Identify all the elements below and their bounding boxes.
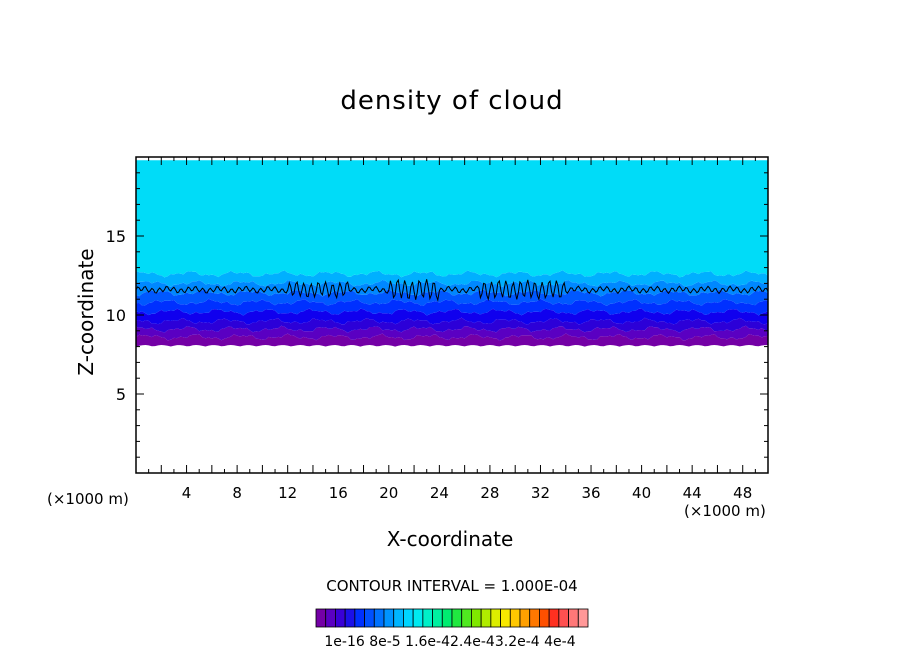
- x-tick-label: 32: [531, 484, 550, 502]
- colorbar-swatch: [383, 608, 395, 628]
- x-tick-label: 24: [430, 484, 449, 502]
- density-layer: [136, 308, 768, 325]
- colorbar-swatch: [412, 608, 424, 628]
- colorbar-swatch: [558, 608, 569, 628]
- colorbar-swatch: [490, 608, 501, 628]
- density-layer: [136, 279, 768, 297]
- colorbar-swatch: [509, 608, 521, 628]
- y-tick-label: 10: [106, 306, 126, 325]
- colorbar-swatch: [529, 608, 540, 628]
- colorbar-swatch: [480, 608, 492, 628]
- contour-interval-label: CONTOUR INTERVAL = 1.000E-04: [326, 577, 578, 595]
- colorbar-swatch: [471, 608, 482, 628]
- colorbar-swatch: [568, 608, 579, 628]
- x-tick-label: 36: [581, 484, 600, 502]
- y-axis-label: Z-coordinate: [74, 248, 98, 376]
- x-unit-label: (×1000 m): [684, 502, 766, 520]
- x-axis-ticks: 4 8 12 16 20 24 28 32 36 40 44 48: [135, 157, 769, 502]
- x-tick-label: 44: [683, 484, 702, 502]
- contour-line: [136, 278, 768, 302]
- x-tick-label: 16: [329, 484, 348, 502]
- x-tick-label: 4: [182, 484, 192, 502]
- density-layer: [136, 317, 768, 333]
- density-layer: [136, 325, 768, 341]
- colorbar-swatch: [335, 608, 346, 628]
- colorbar-swatch: [373, 608, 385, 628]
- colorbar-labels: 1e-16 8e-5 1.6e-42.4e-43.2e-4 4e-4: [324, 634, 576, 650]
- y-tick-label: 5: [116, 385, 126, 404]
- x-tick-label: 20: [379, 484, 398, 502]
- colorbar-swatch: [500, 608, 511, 628]
- y-axis-ticks: 5 10 15: [106, 156, 768, 474]
- colorbar: [315, 608, 589, 628]
- x-tick-label: 12: [278, 484, 297, 502]
- colorbar-swatch: [344, 608, 356, 628]
- x-tick-label: 8: [232, 484, 242, 502]
- colorbar-swatch: [577, 608, 589, 628]
- colorbar-swatch: [539, 608, 550, 628]
- density-layer: [136, 298, 768, 316]
- colorbar-swatch: [548, 608, 560, 628]
- cloud-density-field: [136, 160, 768, 347]
- density-layer: [136, 270, 768, 287]
- colorbar-swatch: [393, 608, 404, 628]
- colorbar-swatch: [325, 608, 336, 628]
- colorbar-swatch: [451, 608, 463, 628]
- colorbar-swatch: [354, 608, 365, 628]
- density-layer: [136, 160, 768, 278]
- chart-title: density of cloud: [340, 86, 564, 116]
- density-layer: [136, 333, 768, 347]
- colorbar-swatch: [403, 608, 414, 628]
- y-tick-label: 15: [106, 227, 126, 246]
- x-tick-label: 40: [632, 484, 651, 502]
- x-tick-label: 28: [480, 484, 499, 502]
- z-unit-label: (×1000 m): [47, 490, 129, 508]
- colorbar-swatch: [364, 608, 375, 628]
- x-axis-label: X-coordinate: [386, 527, 514, 551]
- colorbar-swatch: [315, 608, 327, 628]
- x-tick-label: 48: [733, 484, 752, 502]
- colorbar-swatch: [432, 608, 443, 628]
- colorbar-swatch: [519, 608, 531, 628]
- colorbar-swatch: [461, 608, 472, 628]
- colorbar-swatch: [441, 608, 453, 628]
- colorbar-swatch: [422, 608, 433, 628]
